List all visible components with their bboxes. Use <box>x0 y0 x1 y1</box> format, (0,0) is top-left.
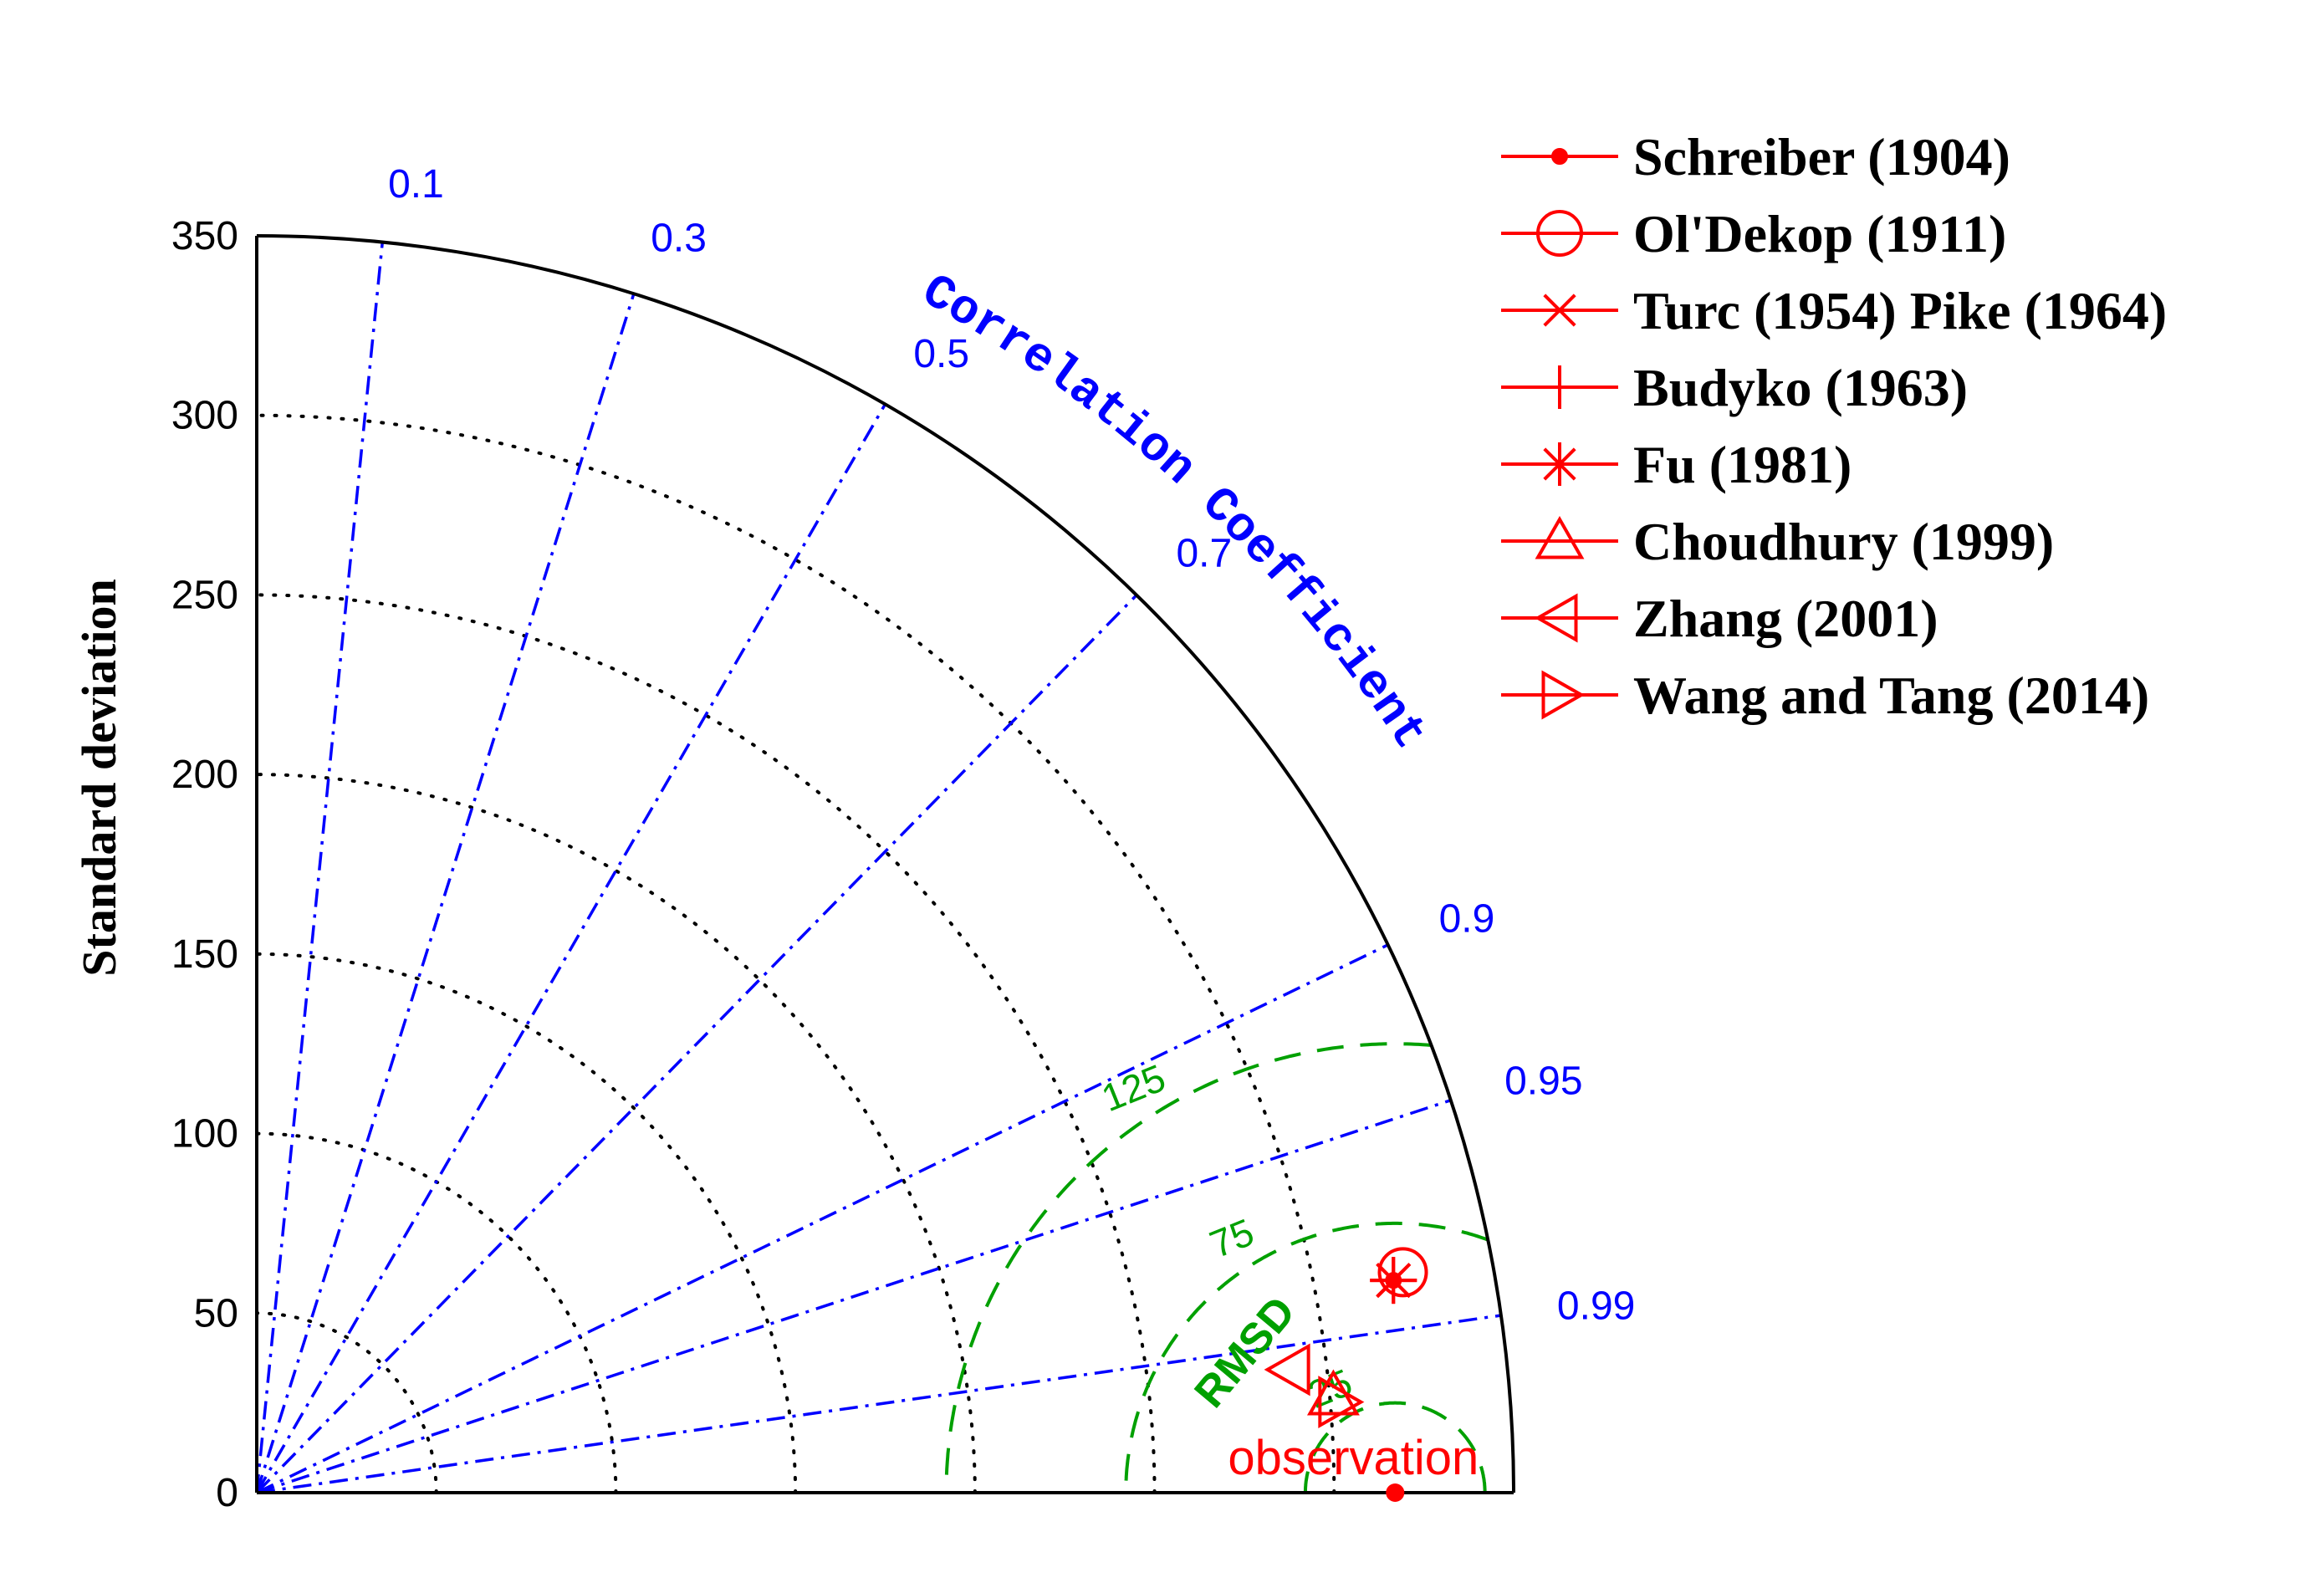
y-axis-title: Standard deviation <box>72 579 126 976</box>
std-grid-arc <box>255 593 1157 1494</box>
correlation-line <box>256 1099 1452 1494</box>
rmsd-circle <box>1303 1401 1487 1493</box>
correlation-line <box>255 403 887 1494</box>
legend-entry: Choudhury (1999) <box>1633 512 2054 571</box>
std-tick-label: 250 <box>171 573 238 617</box>
legend-marker <box>1535 515 1585 559</box>
data-point <box>1370 1257 1417 1305</box>
correlation-tick-label: 0.7 <box>1176 531 1232 575</box>
legend-entry: Schreiber (1904) <box>1633 127 2010 186</box>
observation-label: observation <box>1228 1431 1479 1485</box>
legend-marker <box>1543 294 1576 327</box>
points-layer: observation <box>1228 1247 1479 1502</box>
std-grid-arc <box>255 1311 438 1494</box>
data-point <box>1377 1247 1428 1298</box>
std-tick-label: 150 <box>171 932 238 977</box>
grid-layer <box>255 413 1336 1494</box>
outer-arc <box>256 234 1515 1494</box>
data-point <box>1264 1343 1310 1397</box>
legend-entry: Turc (1954) Pike (1964) <box>1633 281 2167 340</box>
correlation-tick-label: 0.95 <box>1504 1060 1582 1104</box>
correlation-tick-label: 0.1 <box>388 162 444 207</box>
legend: Schreiber (1904) Ol'Dekop (1911) Turc (195… <box>1501 127 2167 725</box>
legend-entry: Ol'Dekop (1911) <box>1633 204 2006 263</box>
legend-marker <box>1534 593 1578 643</box>
correlation-tick-label: 0.9 <box>1439 896 1495 941</box>
std-grid-arc <box>255 413 1336 1494</box>
legend-entry: Wang and Tang (2014) <box>1633 666 2149 725</box>
correlation-axis-title: Correlation Coefficient <box>912 264 1437 759</box>
legend-marker <box>1538 442 1581 486</box>
legend-marker <box>1538 365 1581 409</box>
legend-entry: Budyko (1963) <box>1633 358 1968 417</box>
data-point <box>1318 1376 1365 1429</box>
correlation-line <box>255 242 385 1494</box>
std-grid-arc <box>255 773 977 1494</box>
std-tick-label: 300 <box>171 394 238 438</box>
legend-entry: Fu (1981) <box>1633 435 1852 494</box>
correlation-tick-label: 0.3 <box>651 217 707 261</box>
std-tick-label: 100 <box>171 1112 238 1157</box>
legend-marker <box>1536 210 1583 257</box>
legend-marker <box>1541 670 1586 720</box>
legend-marker <box>1551 148 1568 165</box>
std-tick-label: 200 <box>171 753 238 797</box>
correlation-tick-label: 0.99 <box>1557 1284 1635 1328</box>
correlation-lines-layer: 0.1 0.3 0.5 0.7 0.9 0.95 0.99 <box>255 162 1635 1494</box>
std-tick-label: 50 <box>194 1291 238 1335</box>
std-tick-label: 350 <box>171 214 238 258</box>
observation-point <box>1386 1483 1405 1502</box>
std-grid-arc <box>255 1131 618 1494</box>
correlation-line <box>255 293 636 1494</box>
rmsd-circle <box>944 1042 1431 1493</box>
axes-layer: 0 50 100 150 200 250 300 350 Correlation Coeffic… <box>171 214 1515 1515</box>
correlation-tick-label: 0.5 <box>913 332 969 376</box>
rmsd-tick-label: 75 <box>1203 1210 1259 1266</box>
rmsd-title: RMSD <box>1186 1288 1305 1417</box>
std-tick-label: 0 <box>216 1471 238 1515</box>
correlation-line <box>255 594 1138 1494</box>
correlation-line <box>256 1314 1502 1494</box>
legend-entry: Zhang (2001) <box>1633 589 1938 648</box>
correlation-line <box>256 943 1389 1494</box>
